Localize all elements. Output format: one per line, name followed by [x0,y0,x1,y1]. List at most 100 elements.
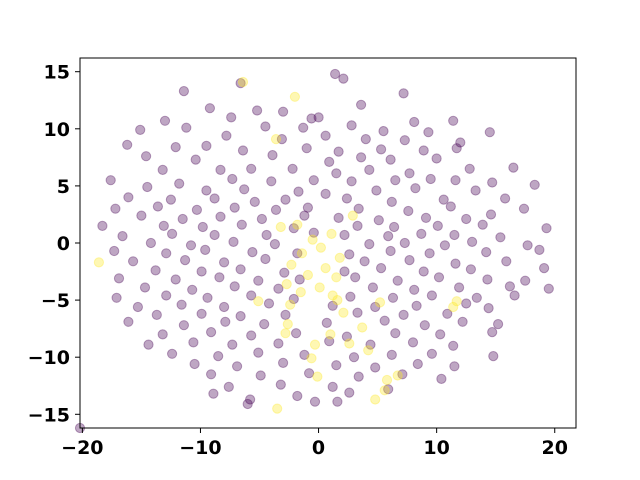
scatter-point [350,272,361,283]
scatter-point [409,116,420,128]
scatter-point [122,139,133,150]
x-tick-label: −20 [61,437,103,459]
scatter-point [141,151,152,162]
scatter-point [287,163,298,174]
scatter-point [219,301,230,313]
scatter-point [341,331,352,342]
x-tick-label: −10 [179,437,221,459]
scatter-point [260,253,271,265]
scatter-point [439,240,450,251]
scatter-point [481,247,492,258]
scatter-point [151,309,162,320]
scatter-point [359,256,370,267]
scatter-point [246,290,257,301]
scatter-point [344,249,355,260]
scatter-point [123,316,134,327]
scatter-point [249,196,260,207]
scatter-point [543,283,554,294]
scatter-point [227,339,238,350]
scatter-point [418,266,429,277]
scatter-point [282,319,293,330]
scatter-point [424,248,435,259]
scatter-point [356,152,367,163]
scatter-point [209,193,220,204]
scatter-point [273,338,284,349]
scatter-point [110,203,121,214]
scatter-point [275,221,286,233]
scatter-point [364,164,375,175]
scatter-point [123,192,134,203]
scatter-point [150,265,161,276]
scatter-point [113,273,125,284]
scatter-point [321,317,332,328]
scatter-point [435,329,446,340]
scatter-point [272,403,283,414]
scatter-point [152,201,163,212]
scatter-point [109,245,120,257]
scatter-point [433,272,445,283]
scatter-point [288,293,299,305]
scatter-point [260,121,271,132]
scatter-point [313,112,324,123]
scatter-point [376,263,387,274]
scatter-point [278,106,289,117]
scatter-point [387,292,399,303]
scatter-point [292,219,303,230]
scatter-point [266,176,277,187]
scatter-point [302,269,313,281]
scatter-point [363,345,374,356]
scatter-point [280,194,291,205]
scatter-point [330,68,341,80]
scatter-point [188,337,199,348]
scatter-point [315,242,326,253]
y-tick-label: −15 [28,404,70,426]
scatter-point [157,164,168,175]
scatter-point [229,281,240,292]
scatter-point [541,223,552,234]
scatter-point [448,301,459,313]
scatter-point [338,307,349,318]
scatter-point [221,130,232,141]
scatter-point [425,173,436,185]
scatter-point [214,272,225,283]
scatter-point [181,122,192,133]
scatter-point [139,282,151,293]
scatter-point [487,327,498,338]
scatter-point [404,255,415,266]
scatter-point [178,86,189,97]
scatter-point [320,263,331,274]
scatter-point [226,112,237,123]
scatter-point [170,274,181,285]
scatter-point [253,347,264,358]
scatter-point [487,177,498,188]
y-tick-label: −10 [28,347,70,369]
scatter-point [261,229,272,241]
y-tick-label: −5 [41,290,70,312]
scatter-point [220,316,231,327]
scatter-point [276,134,287,145]
scatter-point [143,339,154,350]
scatter-point [299,210,310,221]
scatter-point [180,255,191,266]
points-layer [74,68,554,434]
scatter-point [185,240,197,251]
scatter-point [309,339,321,350]
scatter-point [196,308,207,319]
scatter-point [158,220,169,231]
scatter-point [365,339,376,350]
scatter-point [370,394,381,405]
scatter-point [338,73,349,84]
scatter-point [471,292,482,303]
scatter-point [373,215,384,226]
scatter-point [190,154,201,165]
scatter-point [275,379,286,390]
scatter-point [383,384,394,395]
scatter-point [347,210,358,221]
scatter-point [97,220,108,231]
scatter-point [281,279,292,290]
scatter-point [539,263,550,274]
scatter-point [385,245,396,257]
scatter-point [344,387,355,398]
scatter-point [520,275,531,286]
scatter-point [436,373,447,384]
